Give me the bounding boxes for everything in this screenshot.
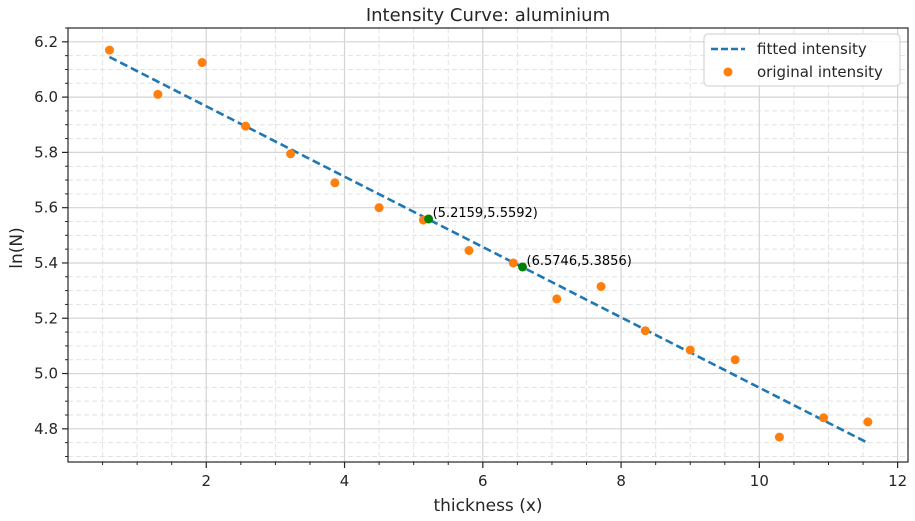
x-tick-label: 10: [750, 472, 769, 490]
highlighted-points: (5.2159,5.5592) (6.5746,5.3856): [424, 206, 632, 272]
axes-frame: [67, 27, 909, 463]
y-tick-label: 5.6: [34, 199, 58, 217]
original-intensity-point: [508, 258, 518, 268]
plot-area: [68, 28, 908, 462]
plot-background: [68, 28, 908, 462]
original-intensity-point: [153, 89, 163, 99]
x-tick-label: 12: [888, 472, 907, 490]
legend-label-original-intensity: original intensity: [757, 63, 883, 81]
y-tick-label: 5.8: [34, 143, 58, 161]
fitted-intensity-line: [108, 55, 869, 445]
y-tick-label: 5.2: [34, 309, 58, 327]
original-intensity-point: [730, 355, 740, 365]
tick-labels: 2 4 6 8 10 12 4.8 5.0 5.2 5.4 5.6 5.8 6.0 6.2: [34, 33, 907, 490]
x-tick-label: 4: [340, 472, 350, 490]
original-intensity-point: [863, 417, 873, 427]
original-intensity-point: [685, 345, 695, 355]
highlighted-point-label: (6.5746,5.3856): [527, 254, 632, 269]
original-intensity-point: [330, 178, 340, 188]
original-intensity-point: [104, 45, 114, 55]
original-intensity-point: [596, 281, 606, 291]
y-tick-label: 5.4: [34, 254, 58, 272]
series-layer: [104, 45, 873, 445]
y-tick-label: 5.0: [34, 365, 58, 383]
chart-title: Intensity Curve: aluminium: [366, 5, 610, 26]
y-axis-label: ln(N): [7, 227, 27, 268]
original-intensity-point: [241, 121, 251, 131]
x-tick-label: 8: [616, 472, 626, 490]
y-tick-label: 6.2: [34, 33, 58, 51]
original-intensity-point: [464, 246, 474, 256]
original-intensity-point: [374, 203, 384, 213]
legend-label-fitted-intensity: fitted intensity: [757, 40, 867, 58]
original-intensity-point: [774, 432, 784, 442]
highlighted-point-label: (5.2159,5.5592): [433, 206, 538, 221]
axes: [62, 27, 909, 468]
x-tick-label: 2: [201, 472, 211, 490]
y-tick-label: 6.0: [34, 88, 58, 106]
original-intensity-point: [552, 294, 562, 304]
original-intensity-point: [640, 326, 650, 336]
legend-box: [703, 33, 901, 87]
original-intensity-point: [819, 413, 829, 423]
original-intensity-point: [197, 58, 207, 68]
x-axis-label: thickness (x): [433, 496, 542, 516]
highlighted-point: [424, 214, 434, 224]
legend: fitted intensity original intensity: [703, 33, 901, 87]
y-tick-label: 4.8: [34, 420, 58, 438]
major-grid: [68, 28, 908, 462]
legend-marker-original-intensity: [723, 67, 733, 77]
original-intensity-point: [286, 149, 296, 159]
x-tick-label: 6: [478, 472, 488, 490]
highlighted-point: [518, 262, 528, 272]
